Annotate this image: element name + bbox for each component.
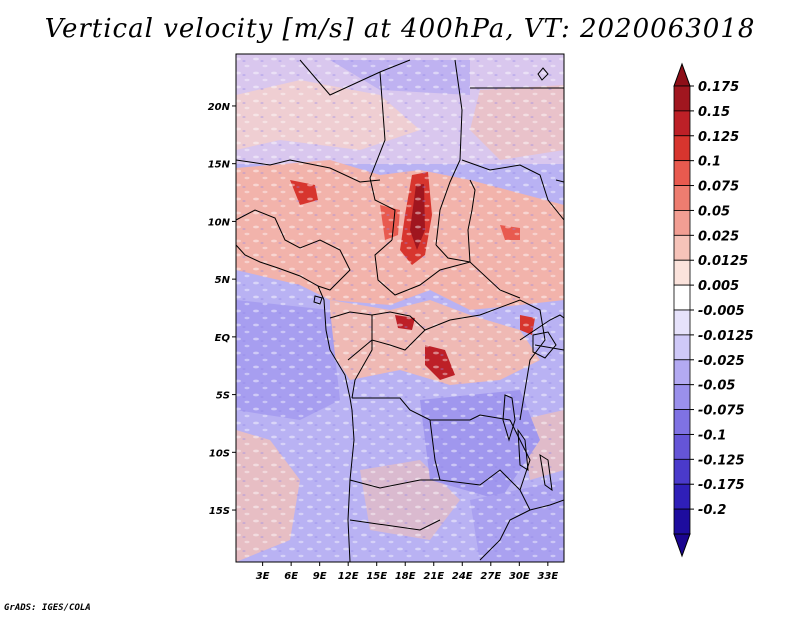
lon-tick-label: 6E [284,571,298,582]
colorbar-label: -0.005 [698,304,745,319]
colorbar: 0.175 0.15 0.125 0.1 0.075 0.05 0.025 0.0125 0.0… [673,62,754,558]
colorbar-segment [673,458,691,485]
colorbar-bottom-arrow [673,533,691,558]
country-borders [236,59,564,562]
colorbar-label: 0.05 [698,204,730,219]
longitude-axis: 3E 6E 9E 12E 15E 18E 21E 24E 27E 30E 33E [256,562,558,582]
lon-tick-label: 9E [313,571,327,582]
lon-tick-label: 24E [452,571,473,582]
colorbar-segment [673,334,691,361]
lon-tick-label: 21E [423,571,444,582]
lat-tick-label: 5N [215,275,231,286]
colorbar-segment [673,234,691,261]
colorbar-label: -0.025 [698,354,745,369]
colorbar-segment [673,359,691,386]
colorbar-segment [673,135,691,162]
lat-tick-label: 20N [208,102,231,113]
latitude-axis: 20N 15N 10N 5N EQ 5S 10S 15S [208,102,236,517]
lon-tick-label: 18E [395,571,416,582]
colorbar-segment [673,508,691,535]
colorbar-segment [673,384,691,410]
colorbar-label: -0.125 [698,453,745,468]
colorbar-label: 0.175 [698,80,739,95]
colorbar-label: -0.2 [698,503,726,518]
lon-tick-label: 12E [338,571,359,582]
lon-tick-label: 15E [366,571,387,582]
lat-tick-label: 10S [209,448,230,459]
colorbar-segment [673,210,691,236]
colorbar-label: 0.025 [698,229,739,244]
lat-tick-label: 10N [208,217,231,228]
chart-title: Vertical velocity [m/s] at 400hPa, VT: 2… [44,14,756,44]
colorbar-segment [673,110,691,137]
colorbar-label: 0.005 [698,279,739,294]
colorbar-segment [673,309,691,336]
lon-tick-label: 27E [480,571,501,582]
lat-tick-label: EQ [215,333,231,344]
lon-tick-label: 30E [509,571,530,582]
colorbar-segment [673,434,691,460]
colorbar-segment [673,185,691,211]
grads-credit: GrADS: IGES/COLA [4,603,91,613]
colorbar-label: 0.15 [698,105,730,120]
colorbar-label: 0.0125 [698,254,748,269]
lon-tick-label: 3E [256,571,270,582]
lat-tick-label: 5S [216,391,230,402]
lat-tick-label: 15N [208,160,231,171]
colorbar-segment [673,483,691,510]
lon-tick-label: 33E [537,571,558,582]
colorbar-segment [673,409,691,435]
colorbar-label: -0.05 [698,379,735,394]
colorbar-segment [673,259,691,286]
colorbar-segment [673,284,691,311]
colorbar-label: -0.0125 [698,329,754,344]
colorbar-label: 0.1 [698,155,721,170]
colorbar-label: -0.075 [698,404,745,419]
lat-tick-label: 15S [209,506,230,517]
colorbar-top-arrow [673,62,691,87]
colorbar-label: 0.075 [698,180,739,195]
map-frame [235,53,565,563]
colorbar-label: -0.1 [698,428,726,443]
colorbar-segment [673,85,691,112]
colorbar-segment [673,160,691,186]
colorbar-label: 0.125 [698,130,739,145]
colorbar-label: -0.175 [698,478,745,493]
vertical-velocity-field [236,54,564,562]
